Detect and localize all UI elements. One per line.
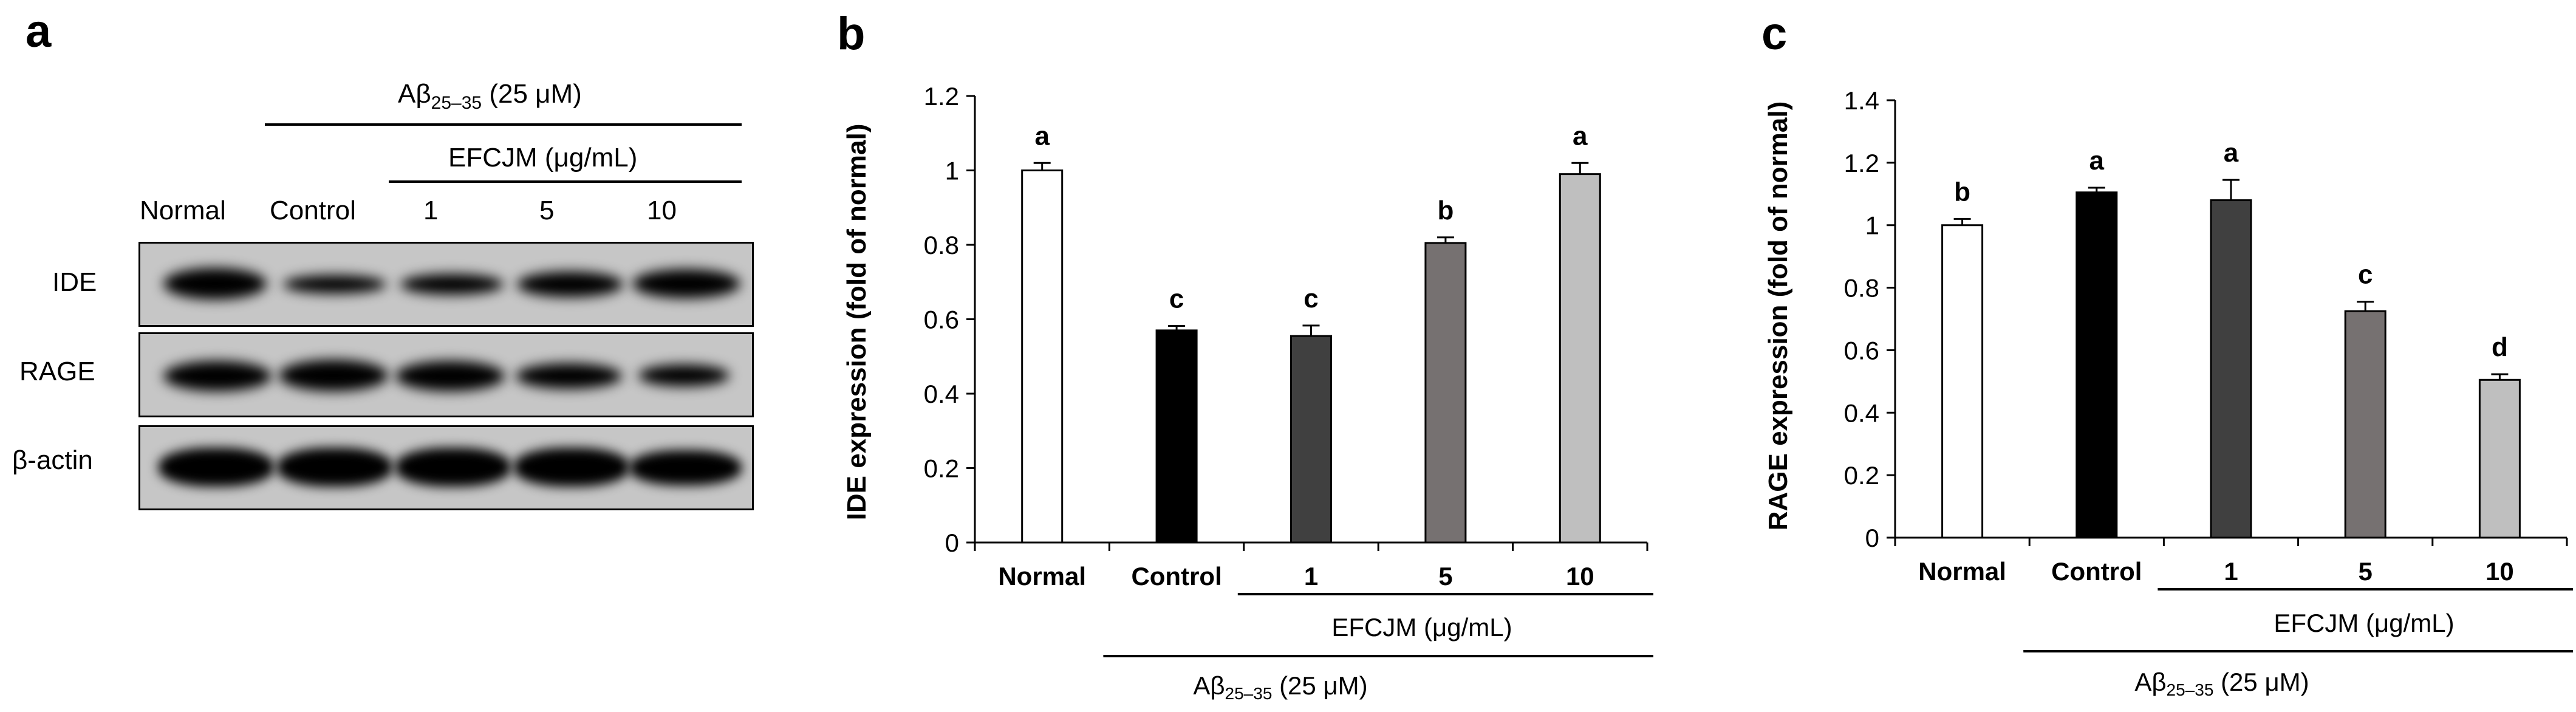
wb-blot-rage [138,332,754,417]
chart-c-sig-letter: b [1954,177,1970,207]
chart-b-treatment-label: Aβ25–35 (25 μM) [1193,671,1367,703]
wb-band-ide-5 [517,272,623,297]
chart-b-category-label: Normal [998,562,1086,590]
chart-c-category-label: Control [2051,557,2142,586]
chart-b-sig-letter: b [1437,196,1454,225]
chart-c-bar [2210,199,2252,539]
chart-c-category-label: 10 [2485,557,2514,586]
chart-c-ytick-label: 1 [1865,211,1879,240]
wb-row-label-rage: RAGE [19,357,95,386]
chart-c-ytick-label: 0 [1865,524,1879,552]
chart-c-ytick-label: 0.2 [1844,461,1879,490]
chart-c-sig-letter: a [2224,138,2239,168]
chart-b-sig-letter: a [1573,121,1588,151]
chart-c-bar [1941,224,1984,539]
chart-b-ytick-label: 1 [945,157,959,185]
chart-b-sig-letter: c [1303,284,1318,313]
wb-band-rage-control [279,360,388,391]
chart-b-sig-letter: a [1034,121,1050,151]
chart-b-ylabel: IDE expression (fold of normal) [842,124,872,521]
chart-c-bar [2075,191,2118,539]
chart-c-ytick-label: 1.2 [1844,149,1879,177]
wb-lane-label-control: Control [270,196,356,225]
wb-extract-line [389,180,742,183]
chart-b-category-label: Control [1131,562,1221,590]
chart-c-category-label: 1 [2224,557,2238,586]
wb-treatment-label: Aβ25–35 (25 μM) [398,79,582,113]
chart-b: IDE expression (fold of normal) EFCJM (μ… [842,82,1653,703]
wb-band-rage-1 [395,361,505,391]
panel-a-letter: a [26,5,52,57]
wb-band-rage-10 [638,365,729,386]
wb-band-actin-5 [514,448,629,487]
chart-b-bar [1290,335,1332,544]
wb-blot-actin [138,425,754,510]
chart-c-treatment-label: Aβ25–35 (25 μM) [2134,668,2309,699]
wb-row-label-ide: IDE [52,267,97,297]
wb-band-actin-normal [159,448,274,487]
chart-b-category-label: 10 [1566,562,1594,590]
wb-band-rage-5 [516,363,622,389]
chart-b-category-label: 5 [1438,562,1452,590]
chart-b-ytick-label: 0.6 [924,306,959,334]
wb-band-ide-normal [163,268,267,300]
chart-b-bar [1155,329,1198,544]
chart-b-bar [1559,173,1601,544]
chart-c-ytick-label: 0.4 [1844,399,1879,427]
wb-band-rage-normal [163,361,272,391]
chart-b-ytick-label: 0.8 [924,231,959,259]
chart-b-ytick-label: 0 [945,529,959,557]
chart-c-group-label: EFCJM (μg/mL) [2274,609,2454,637]
wb-lane-label-10: 10 [647,196,677,225]
chart-b-category-label: 1 [1304,562,1318,590]
wb-row-label-actin: β-actin [12,445,93,475]
wb-band-actin-1 [395,448,511,487]
wb-extract-label: EFCJM (μg/mL) [448,143,638,173]
chart-b-ytick-label: 0.2 [924,454,959,483]
chart-c-ytick-label: 0.6 [1844,336,1879,365]
wb-lane-label-5: 5 [539,196,555,225]
wb-lane-label-1: 1 [423,196,439,225]
chart-c-ylabel: RAGE expression (fold of normal) [1763,101,1793,531]
chart-c-bar [2344,310,2386,539]
panel-b-letter: b [837,8,866,60]
wb-lane-label-normal: Normal [140,196,226,225]
chart-c-bar [2478,378,2521,539]
chart-c: RAGE expression (fold of normal) EFCJM (… [1763,86,2573,699]
wb-blot-ide [138,242,754,327]
wb-band-actin-10 [629,450,742,485]
chart-b-bar [1021,169,1064,544]
chart-b-group-label: EFCJM (μg/mL) [1331,613,1512,642]
chart-c-sig-letter: c [2358,260,2373,290]
chart-b-ytick-label: 1.2 [924,82,959,111]
chart-b-bar [1424,242,1467,544]
chart-c-category-label: Normal [1918,557,2006,586]
wb-band-ide-10 [632,269,740,298]
wb-band-ide-control [283,275,386,293]
chart-c-sig-letter: a [2089,146,2105,176]
wb-band-ide-1 [400,274,504,295]
wb-treatment-line [265,123,742,126]
chart-c-category-label: 5 [2359,557,2373,586]
chart-b-sig-letter: c [1169,284,1184,314]
wb-band-actin-control [277,448,392,487]
chart-c-sig-letter: d [2492,332,2508,362]
chart-c-ytick-label: 1.4 [1844,86,1879,115]
panel-c-letter: c [1761,8,1788,60]
chart-b-ytick-label: 0.4 [924,380,959,408]
chart-c-ytick-label: 0.8 [1844,274,1879,303]
